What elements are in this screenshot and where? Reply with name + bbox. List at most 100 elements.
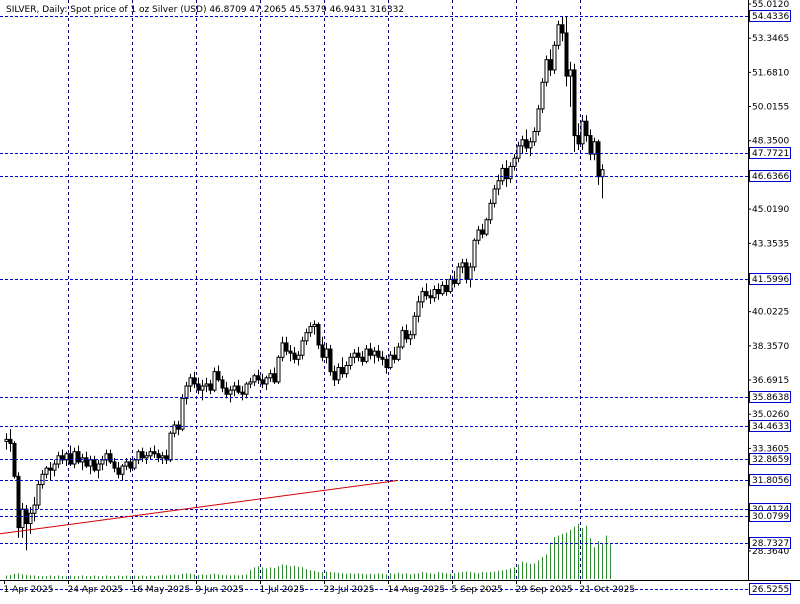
candle[interactable] — [520, 135, 525, 155]
candle[interactable] — [380, 351, 385, 366]
candle[interactable] — [276, 355, 281, 384]
candle[interactable] — [580, 115, 585, 150]
candle[interactable] — [88, 455, 93, 475]
candle[interactable] — [384, 355, 389, 374]
candle[interactable] — [264, 375, 269, 391]
candle[interactable] — [160, 451, 165, 465]
candle[interactable] — [508, 162, 513, 183]
candle[interactable] — [96, 459, 101, 479]
candle[interactable] — [272, 367, 277, 384]
candle[interactable] — [360, 351, 365, 366]
candle[interactable] — [320, 336, 325, 362]
candle[interactable] — [416, 295, 421, 323]
candle[interactable] — [220, 375, 225, 393]
candle[interactable] — [476, 225, 481, 245]
candle[interactable] — [328, 344, 333, 376]
candle[interactable] — [540, 78, 545, 114]
candle[interactable] — [512, 154, 517, 171]
candle[interactable] — [200, 379, 205, 401]
candle[interactable] — [296, 351, 301, 366]
candle[interactable] — [8, 429, 13, 452]
candle[interactable] — [184, 381, 189, 405]
candle[interactable] — [64, 451, 69, 467]
candle[interactable] — [176, 420, 181, 436]
candle[interactable] — [180, 394, 185, 432]
candle[interactable] — [196, 377, 201, 395]
candle[interactable] — [456, 262, 461, 286]
candle[interactable] — [208, 379, 213, 395]
candle[interactable] — [108, 449, 113, 465]
candle[interactable] — [372, 347, 377, 364]
candle[interactable] — [168, 431, 173, 462]
candle[interactable] — [316, 322, 321, 350]
candle[interactable] — [308, 322, 313, 337]
candle[interactable] — [600, 164, 605, 199]
candle[interactable] — [224, 381, 229, 399]
candle[interactable] — [592, 137, 597, 161]
candle[interactable] — [480, 223, 485, 239]
candle[interactable] — [104, 449, 109, 467]
candle[interactable] — [20, 503, 25, 538]
candle[interactable] — [240, 386, 245, 401]
candle[interactable] — [304, 328, 309, 345]
candle[interactable] — [332, 365, 337, 387]
trendline-layer[interactable] — [0, 479, 399, 535]
candle[interactable] — [252, 373, 257, 387]
candle[interactable] — [376, 344, 381, 362]
candle[interactable] — [212, 367, 217, 393]
candle[interactable] — [408, 330, 413, 345]
candle[interactable] — [92, 455, 97, 473]
candle[interactable] — [260, 373, 265, 389]
candle[interactable] — [468, 262, 473, 288]
candle[interactable] — [340, 357, 345, 378]
candle[interactable] — [112, 457, 117, 473]
candle[interactable] — [488, 199, 493, 224]
candle[interactable] — [364, 344, 369, 364]
candle[interactable] — [588, 129, 593, 161]
candle[interactable] — [120, 464, 125, 481]
candle[interactable] — [192, 371, 197, 389]
candle[interactable] — [440, 281, 445, 296]
candle[interactable] — [312, 320, 317, 335]
candle[interactable] — [436, 283, 441, 300]
candle[interactable] — [152, 445, 157, 458]
candle[interactable] — [268, 369, 273, 382]
candle[interactable] — [236, 379, 241, 395]
candle[interactable] — [492, 184, 497, 208]
candles[interactable] — [4, 15, 605, 551]
candle[interactable] — [52, 459, 57, 477]
candle[interactable] — [164, 449, 169, 465]
candle[interactable] — [576, 123, 581, 150]
candle[interactable] — [428, 289, 433, 304]
candle[interactable] — [216, 365, 221, 382]
candle[interactable] — [40, 470, 45, 489]
candle[interactable] — [156, 449, 161, 462]
candle[interactable] — [496, 174, 501, 196]
candle[interactable] — [532, 127, 537, 146]
candle[interactable] — [44, 466, 49, 479]
candle[interactable] — [80, 453, 85, 471]
candle[interactable] — [60, 449, 65, 465]
candle[interactable] — [472, 238, 477, 272]
candle[interactable] — [132, 457, 137, 471]
candle[interactable] — [420, 287, 425, 309]
candle[interactable] — [444, 279, 449, 296]
candle[interactable] — [560, 15, 565, 42]
candle[interactable] — [448, 275, 453, 294]
candle[interactable] — [188, 373, 193, 393]
candle[interactable] — [400, 326, 405, 350]
candle[interactable] — [256, 369, 261, 384]
trendline[interactable] — [0, 479, 399, 535]
candle[interactable] — [172, 420, 177, 438]
candle[interactable] — [396, 342, 401, 362]
candle[interactable] — [4, 433, 9, 450]
candle[interactable] — [392, 347, 397, 364]
candle[interactable] — [204, 377, 209, 393]
candle[interactable] — [452, 271, 457, 288]
candle[interactable] — [100, 455, 105, 471]
candle[interactable] — [564, 16, 569, 87]
candle[interactable] — [284, 336, 289, 356]
candle[interactable] — [368, 342, 373, 360]
candle[interactable] — [288, 344, 293, 362]
